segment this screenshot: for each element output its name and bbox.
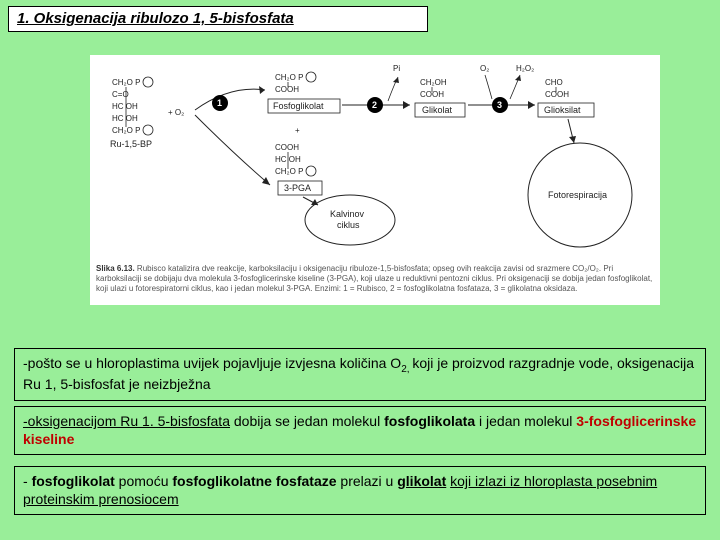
p3-f: glikolat <box>397 473 446 489</box>
plus-sign: + <box>295 126 300 135</box>
kalvin-label-2: ciklus <box>337 220 360 230</box>
p3-e: prelazi u <box>337 473 398 489</box>
p3-a: - <box>23 473 32 489</box>
svg-text:HC OH: HC OH <box>112 114 138 123</box>
svg-text:HC OH: HC OH <box>112 102 138 111</box>
svg-text:CH₂O P: CH₂O P <box>112 126 140 135</box>
paragraph-3: - fosfoglikolat pomoću fosfoglikolatne f… <box>14 466 706 515</box>
figure-caption: Slika 6.13. Rubisco katalizira dve reakc… <box>90 260 660 296</box>
svg-text:Fosfoglikolat: Fosfoglikolat <box>273 101 324 111</box>
svg-text:COOH: COOH <box>545 90 569 99</box>
svg-text:2: 2 <box>372 100 377 110</box>
paragraph-2: -oksigenacijom Ru 1. 5-bisfosfata dobija… <box>14 406 706 455</box>
molecule-glikolat: CH₂OH COOH Glikolat <box>415 78 465 117</box>
figure-caption-text: Rubisco katalizira dve reakcije, karboks… <box>96 264 652 293</box>
svg-text:Glioksilat: Glioksilat <box>544 105 581 115</box>
svg-text:CH₂O P: CH₂O P <box>112 78 140 87</box>
p2-d: i jedan molekul <box>475 413 576 429</box>
svg-text:3: 3 <box>497 100 502 110</box>
svg-text:3-PGA: 3-PGA <box>284 183 311 193</box>
svg-text:CH₂O P: CH₂O P <box>275 73 303 82</box>
figure-caption-bold: Slika 6.13. <box>96 264 135 273</box>
molecule-glioksilat: CHO COOH Glioksilat <box>538 78 594 117</box>
p3-c: pomoću <box>115 473 173 489</box>
svg-text:COOH: COOH <box>275 85 299 94</box>
svg-text:Ru-1,5-BP: Ru-1,5-BP <box>110 139 152 149</box>
paragraph-1: -pošto se u hloroplastima uvijek pojavlj… <box>14 348 706 401</box>
p2-a: -oksigenacijom Ru 1. 5-bisfosfata <box>23 413 230 429</box>
reaction-diagram-svg: .mt { font: 8px Arial; fill:#222; } .ml … <box>90 55 660 260</box>
h2o2-label: H₂O₂ <box>516 64 534 73</box>
svg-text:COOH: COOH <box>275 143 299 152</box>
svg-text:CHO: CHO <box>545 78 563 87</box>
p3-b: fosfoglikolat <box>32 473 115 489</box>
title-box: 1. Oksigenacija ribulozo 1, 5-bisfosfata <box>8 6 428 32</box>
svg-text:CH₂O P: CH₂O P <box>275 167 303 176</box>
p2-b: dobija se jedan molekul <box>230 413 384 429</box>
p2-c: fosfoglikolata <box>384 413 475 429</box>
reaction-figure: .mt { font: 8px Arial; fill:#222; } .ml … <box>90 55 660 305</box>
o2-label: O₂ <box>480 64 489 73</box>
plus-o2: + O₂ <box>168 108 184 117</box>
pi-label: Pi <box>393 64 400 73</box>
svg-text:Glikolat: Glikolat <box>422 105 453 115</box>
p3-d: fosfoglikolatne fosfataze <box>172 473 336 489</box>
slide-title: 1. Oksigenacija ribulozo 1, 5-bisfosfata <box>17 10 294 27</box>
svg-text:1: 1 <box>217 98 222 108</box>
molecule-3pga: COOH HC OH CH₂O P 3-PGA <box>275 143 322 195</box>
molecule-rubp: CH₂O P C=O HC OH HC OH CH₂O P Ru-1,5-BP <box>110 77 153 149</box>
fotorespiracija-label: Fotorespiracija <box>548 190 607 200</box>
p1-sub: 2, <box>401 364 412 375</box>
p1-pre: -pošto se u hloroplastima uvijek pojavlj… <box>23 355 401 371</box>
svg-text:CH₂OH: CH₂OH <box>420 78 447 87</box>
kalvin-label-1: Kalvinov <box>330 209 365 219</box>
molecule-fosfoglikolat: CH₂O P COOH Fosfoglikolat <box>268 72 340 113</box>
